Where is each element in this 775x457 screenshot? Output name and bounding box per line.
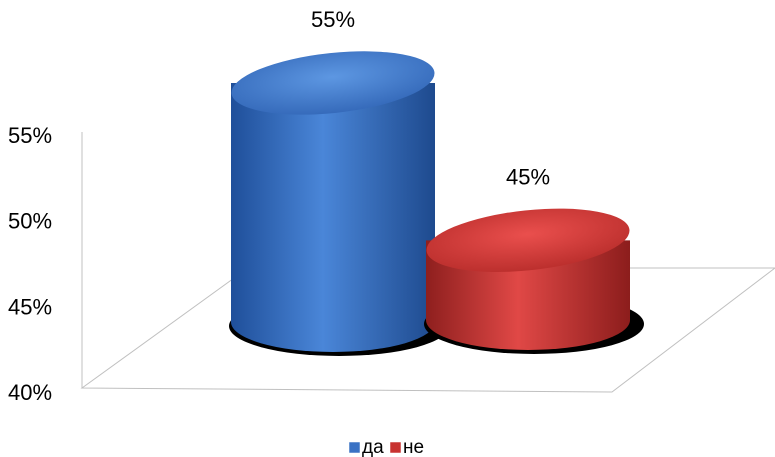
- data-label-ne: 45%: [506, 164, 550, 189]
- legend-label-ne: не: [403, 437, 424, 457]
- y-tick-label: 45%: [8, 294, 52, 319]
- legend-swatch-da: [348, 441, 361, 454]
- legend-label-da: да: [362, 437, 384, 457]
- data-labels: 55% 45%: [311, 7, 550, 189]
- chart-walls: [80, 132, 775, 393]
- y-tick-label: 40%: [8, 380, 52, 405]
- bar-da-top: [231, 51, 435, 115]
- legend-swatch-ne: [389, 441, 402, 454]
- y-tick-label: 55%: [8, 123, 52, 148]
- bars: [229, 51, 644, 356]
- bar-da-body: [231, 82, 435, 353]
- bar-ne-top: [426, 208, 630, 273]
- bar-ne: [424, 208, 644, 354]
- floor-plane: [80, 267, 775, 393]
- bar-da: [229, 51, 449, 356]
- y-tick-label: 50%: [8, 209, 52, 234]
- data-label-da: 55%: [311, 7, 355, 32]
- y-axis-ticks: 55% 50% 45% 40%: [8, 123, 52, 405]
- legend: да не: [348, 437, 424, 457]
